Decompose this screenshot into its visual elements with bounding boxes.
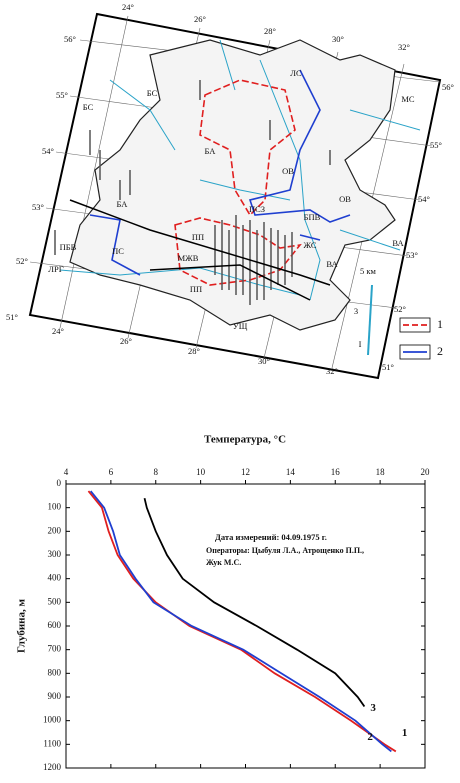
region-label: ВА	[392, 238, 404, 248]
series-label: 3	[370, 702, 376, 714]
legend-label: 2	[437, 344, 443, 358]
coord-label: 51°	[382, 362, 394, 372]
x-tick-label: 18	[376, 467, 386, 477]
y-tick-label: 1200	[43, 762, 62, 772]
map-labels: 24° 26° 28° 30° 32° 56° 55° 54° 53° 52° 51° 24° 26° 2…	[6, 2, 454, 376]
series-line	[89, 490, 392, 753]
annotation: Жук М.С.	[206, 558, 241, 567]
coord-label: 30°	[258, 356, 270, 366]
region-label: ЛРГ	[48, 264, 63, 274]
coord-label: 28°	[188, 346, 200, 356]
x-tick-label: 12	[241, 467, 250, 477]
region-label: 5 км	[360, 266, 377, 276]
annotation: Дата измерений: 04.09.1975 г.	[215, 532, 327, 542]
coord-label: 54°	[418, 194, 430, 204]
annotation: Операторы: Цыбуля Л.А., Атрощенко П.П.,	[206, 546, 364, 555]
region-label: I	[359, 339, 362, 349]
series-label: 2	[367, 731, 373, 743]
coord-label: 52°	[16, 256, 28, 266]
series-line	[143, 497, 366, 707]
coord-label: 32°	[326, 366, 338, 376]
region-label: БПВ	[304, 212, 321, 222]
isoline-2	[89, 69, 351, 276]
coord-label: 28°	[264, 26, 276, 36]
coord-label: 32°	[398, 42, 410, 52]
faults	[69, 199, 331, 301]
y-tick-label: 500	[48, 596, 62, 606]
chart: Температура, °С Глубина, м Дата измерени…	[16, 434, 430, 773]
y-tick-label: 400	[48, 573, 62, 583]
map: 24° 26° 28° 30° 32° 56° 55° 54° 53° 52° 51° 24° 26° 2…	[6, 2, 454, 380]
legend-label: 1	[437, 317, 443, 331]
coord-label: 54°	[42, 146, 54, 156]
region-label: БА	[205, 146, 217, 156]
y-axis-title: Глубина, м	[16, 599, 28, 653]
coord-label: 55°	[430, 140, 442, 150]
region-label: БС	[147, 88, 158, 98]
x-tick-label: 16	[331, 467, 341, 477]
region-label: ОВ	[339, 194, 351, 204]
coord-label: 51°	[6, 312, 18, 322]
region-label: ПС	[112, 246, 124, 256]
x-tick-label: 8	[154, 467, 159, 477]
y-tick-label: 200	[48, 525, 62, 535]
region-label: ПБВ	[60, 242, 77, 252]
coord-label: 26°	[194, 14, 206, 24]
region-label: 3	[354, 306, 358, 316]
coord-label: 24°	[52, 326, 64, 336]
series-label: 1	[402, 727, 408, 739]
scale-bar	[367, 284, 373, 356]
y-tick-label: 300	[48, 549, 62, 559]
coord-label: 53°	[32, 202, 44, 212]
region-label: МЖВ	[178, 253, 199, 263]
region-label: УЩ	[233, 321, 248, 331]
region-label: МС	[401, 94, 415, 104]
x-tick-label: 10	[196, 467, 206, 477]
region-label: ПСЗ	[249, 204, 265, 214]
region-label: ПП	[192, 232, 204, 242]
x-tick-label: 14	[286, 467, 296, 477]
x-tick-label: 6	[109, 467, 114, 477]
region-label: ОВ	[282, 166, 294, 176]
region-label: БС	[83, 102, 94, 112]
rivers	[59, 39, 421, 301]
y-tick-label: 800	[48, 667, 62, 677]
coord-label: 55°	[56, 90, 68, 100]
region-label: ЛС	[290, 68, 302, 78]
region-label: БА	[117, 199, 129, 209]
y-tick-label: 900	[48, 691, 62, 701]
x-tick-label: 20	[421, 467, 431, 477]
y-tick-label: 100	[48, 502, 62, 512]
y-tick-label: 1000	[43, 715, 62, 725]
y-tick-label: 700	[48, 644, 62, 654]
coord-label: 56°	[64, 34, 76, 44]
coord-label: 53°	[406, 250, 418, 260]
region-label: ВА	[326, 259, 338, 269]
coord-label: 56°	[442, 82, 454, 92]
x-axis-title: Температура, °С	[204, 434, 286, 446]
coord-label: 30°	[332, 34, 344, 44]
coord-label: 52°	[394, 304, 406, 314]
y-tick-label: 600	[48, 620, 62, 630]
y-tick-label: 0	[57, 478, 62, 488]
plot-frame	[65, 483, 426, 769]
y-tick-label: 1100	[43, 738, 61, 748]
isoline-1	[174, 79, 302, 286]
region-label: ЖС	[303, 240, 316, 250]
x-tick-label: 4	[64, 467, 69, 477]
coord-label: 26°	[120, 336, 132, 346]
region-label: ПП	[190, 284, 202, 294]
series-line	[87, 490, 397, 753]
coord-label: 24°	[122, 2, 134, 12]
